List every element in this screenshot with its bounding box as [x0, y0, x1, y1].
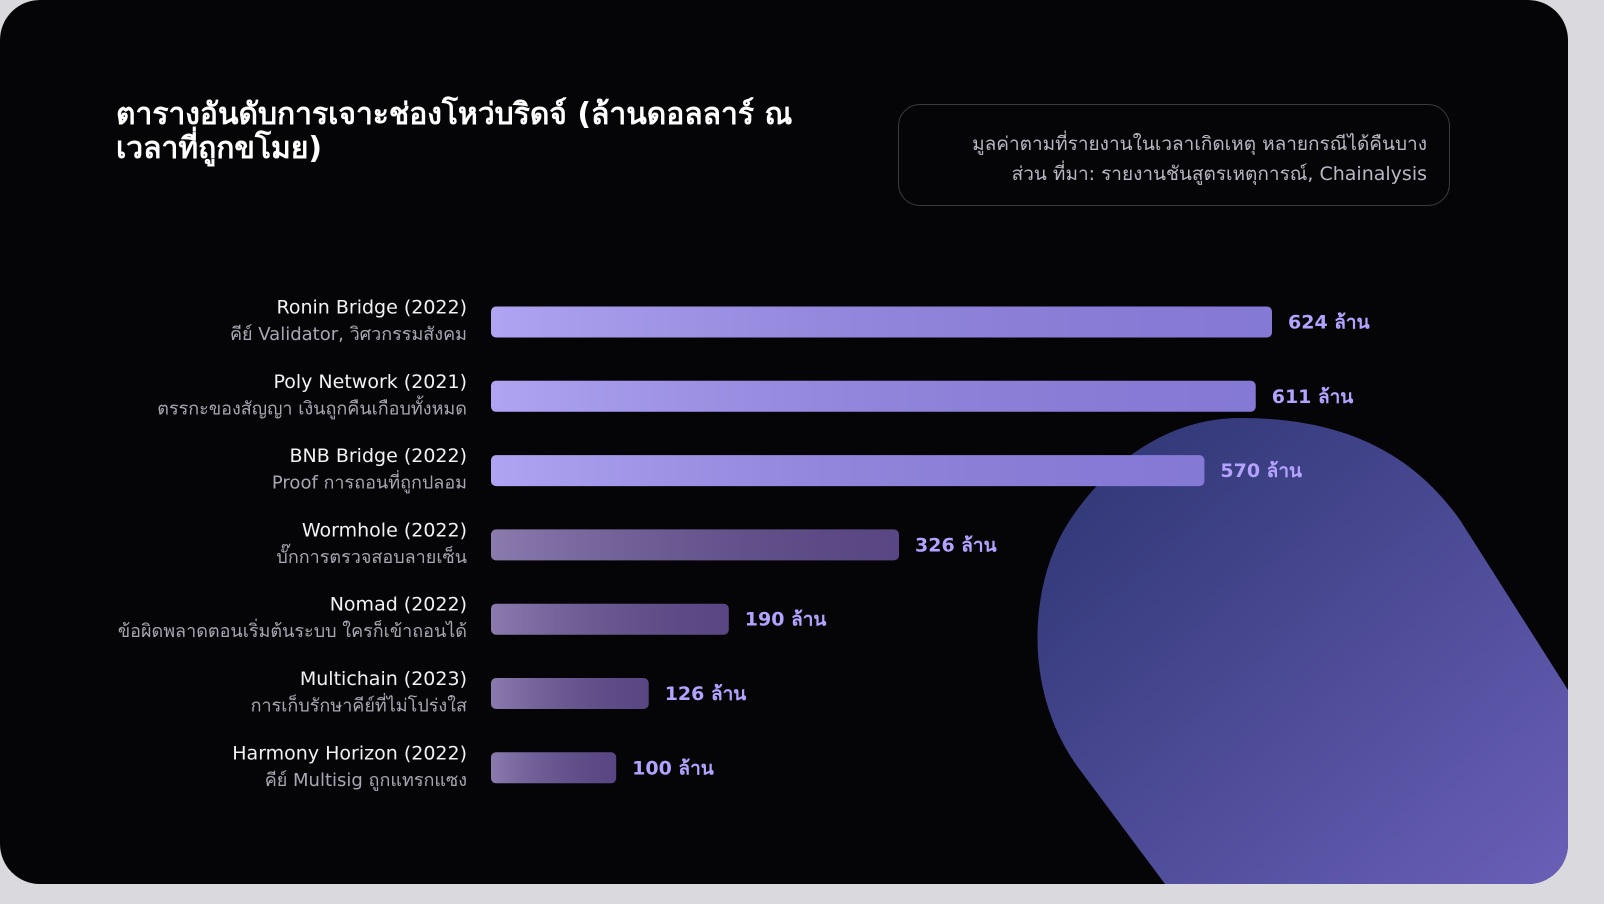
note-box: มูลค่าตามที่รายงานในเวลาเกิดเหตุ หลายกรณ…: [898, 104, 1450, 206]
note-line: ส่วน ที่มา: รายงานชันสูตรเหตุการณ์, Chai…: [1011, 163, 1427, 185]
value-label: 326 ล้าน: [915, 534, 997, 556]
chart-title: ตารางอันดับการเจาะช่องโหว่บริดจ์ (ล้านดอ…: [116, 97, 793, 166]
category-description: คีย์ Multisig ถูกแทรกแซง: [265, 770, 467, 791]
category-description: การเก็บรักษาคีย์ที่ไม่โปร่งใส: [251, 693, 467, 717]
category-label: Poly Network (2021): [273, 371, 467, 393]
value-label: 570 ล้าน: [1220, 460, 1302, 482]
bar-sheen: [491, 380, 1256, 412]
category-label: Ronin Bridge (2022): [276, 297, 467, 319]
category-description: ตรรกะของสัญญา เงินถูกคืนเกือบทั้งหมด: [157, 395, 467, 419]
value-label: 126 ล้าน: [665, 683, 747, 705]
bar-sheen: [491, 752, 617, 784]
category-description: Proof การถอนที่ถูกปลอม: [272, 470, 467, 494]
category-label: BNB Bridge (2022): [290, 445, 467, 467]
value-label: 100 ล้าน: [632, 757, 714, 779]
chart: Ronin Bridge (2022) คีย์ Validator, วิศวก…: [118, 297, 1568, 884]
value-label: 624 ล้าน: [1288, 312, 1370, 334]
category-label: Harmony Horizon (2022): [232, 742, 467, 764]
note-line: มูลค่าตามที่รายงานในเวลาเกิดเหตุ หลายกรณ…: [972, 133, 1427, 155]
bar-sheen: [491, 455, 1205, 487]
category-label: Multichain (2023): [300, 668, 467, 690]
category-label: Wormhole (2022): [302, 519, 467, 541]
value-label: 611 ล้าน: [1272, 386, 1354, 408]
bar-sheen: [491, 678, 649, 709]
slide: Ronin Bridge (2022) คีย์ Validator, วิศวก…: [0, 0, 1568, 884]
category-description: บั๊กการตรวจสอบลายเซ็น: [276, 543, 467, 568]
bar-sheen: [491, 529, 900, 561]
value-label: 190 ล้าน: [745, 609, 827, 631]
background-shape: [1037, 418, 1568, 884]
bar-sheen: [491, 306, 1272, 338]
bar-sheen: [491, 603, 729, 635]
category-description: คีย์ Validator, วิศวกรรมสังคม: [230, 324, 467, 345]
category-description: ข้อผิดพลาดตอนเริ่มต้นระบบ ใครก็เข้าถอนได…: [118, 618, 467, 642]
category-label: Nomad (2022): [330, 594, 467, 616]
